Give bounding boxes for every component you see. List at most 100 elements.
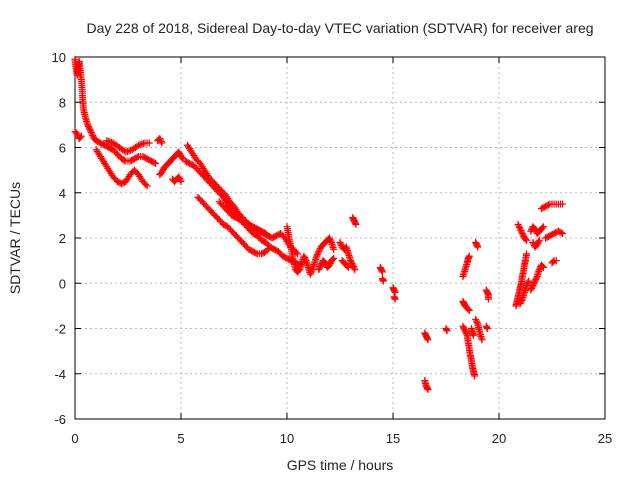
- data-point: [533, 241, 541, 249]
- data-point: [316, 246, 324, 254]
- data-point: [544, 201, 552, 209]
- data-point: [152, 159, 160, 167]
- data-point: [145, 139, 153, 147]
- y-tick-label: 8: [59, 95, 66, 110]
- data-point: [260, 229, 268, 237]
- data-point: [525, 277, 533, 285]
- data-point: [330, 254, 338, 262]
- data-point: [344, 263, 352, 271]
- data-point: [529, 282, 537, 290]
- data-point: [349, 263, 357, 271]
- data-point: [391, 295, 399, 303]
- y-tick-label: -4: [54, 367, 66, 382]
- data-point: [516, 225, 524, 233]
- data-point: [178, 154, 186, 162]
- data-point: [156, 134, 164, 142]
- data-point: [529, 239, 537, 247]
- data-point: [313, 252, 321, 260]
- data-point: [159, 167, 167, 175]
- y-tick-label: 6: [59, 141, 66, 156]
- y-tick-label: 10: [52, 50, 66, 65]
- data-point: [460, 324, 468, 332]
- y-tick-label: -2: [54, 322, 66, 337]
- data-point: [73, 130, 81, 138]
- data-point: [523, 236, 531, 244]
- data-point: [465, 252, 473, 260]
- data-point: [519, 231, 527, 239]
- data-point: [262, 229, 270, 237]
- data-point: [76, 133, 84, 141]
- x-tick-label: 0: [71, 431, 78, 446]
- data-point: [351, 266, 359, 274]
- y-tick-label: 2: [59, 231, 66, 246]
- data-point: [534, 239, 542, 247]
- y-axis-label: SDTVAR / TECUs: [7, 182, 23, 294]
- data-point: [514, 220, 522, 228]
- data-point: [460, 325, 468, 333]
- data-point: [301, 255, 309, 263]
- data-point: [515, 222, 523, 230]
- data-point: [301, 254, 309, 262]
- data-point: [532, 274, 540, 282]
- grid-layer: [75, 57, 605, 419]
- data-point: [294, 250, 302, 258]
- data-point: [157, 137, 165, 145]
- data-point: [524, 278, 532, 286]
- data-point: [329, 255, 337, 263]
- data-point: [176, 174, 184, 182]
- x-tick-label: 15: [386, 431, 400, 446]
- data-point: [175, 173, 183, 181]
- data-point: [143, 182, 151, 190]
- data-point: [516, 300, 524, 308]
- data-point: [158, 168, 166, 176]
- y-tick-label: 4: [59, 186, 66, 201]
- data-point: [85, 124, 93, 132]
- data-point: [424, 386, 432, 394]
- data-point: [252, 249, 260, 257]
- data-point: [474, 243, 482, 251]
- data-point: [443, 327, 451, 335]
- data-point: [461, 327, 469, 335]
- data-point: [343, 262, 351, 270]
- data-point: [531, 277, 539, 285]
- data-point: [314, 249, 322, 257]
- data-point: [84, 122, 92, 130]
- data-point: [87, 127, 95, 135]
- data-point: [77, 132, 85, 140]
- data-point: [518, 229, 526, 237]
- data-point: [424, 336, 432, 344]
- data-point: [315, 266, 323, 274]
- data-point: [518, 297, 526, 305]
- data-point: [326, 236, 334, 244]
- data-point: [462, 328, 470, 336]
- data-point: [321, 259, 329, 267]
- data-point: [483, 325, 491, 332]
- data-point: [530, 280, 538, 288]
- data-point: [266, 243, 274, 251]
- data-point: [325, 234, 333, 242]
- data-point: [478, 336, 486, 344]
- data-point: [527, 227, 535, 235]
- data-point: [265, 245, 273, 253]
- data-point: [535, 266, 543, 274]
- data-point: [327, 237, 335, 245]
- data-point: [157, 136, 165, 144]
- data-point: [527, 286, 535, 294]
- data-point: [177, 177, 185, 185]
- data-point: [326, 260, 334, 268]
- data-point: [515, 223, 523, 231]
- data-point: [175, 148, 183, 156]
- data-point: [522, 235, 529, 243]
- data-point: [484, 295, 492, 303]
- data-point: [315, 248, 323, 256]
- x-tick-label: 20: [492, 431, 506, 446]
- data-point: [347, 258, 355, 266]
- data-point: [300, 252, 308, 260]
- x-tick-label: 5: [177, 431, 184, 446]
- data-point: [350, 264, 358, 272]
- data-point: [471, 372, 479, 380]
- tick-layer: 0 5 10 15 20 25 -6 -4 -2 0 2 4 6 8 10: [52, 50, 613, 446]
- data-point: [530, 278, 538, 286]
- data-point: [517, 298, 525, 306]
